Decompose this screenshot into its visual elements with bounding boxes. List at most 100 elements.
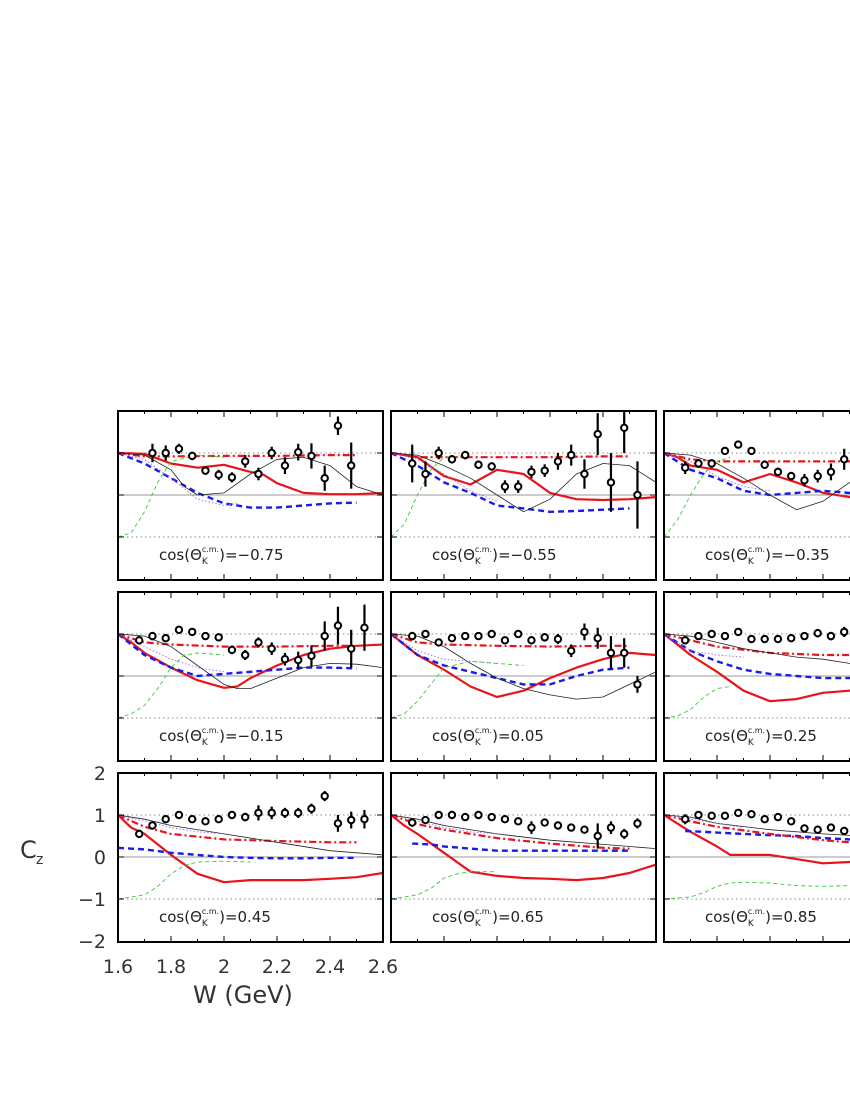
- data-point: [580, 825, 589, 834]
- point-marker: [720, 811, 730, 821]
- point-marker: [681, 636, 690, 645]
- point-marker: [227, 473, 237, 482]
- data-point: [421, 815, 430, 825]
- point-marker: [580, 825, 589, 834]
- data-point: [527, 821, 536, 834]
- data-point: [280, 652, 290, 666]
- point-marker: [840, 627, 849, 637]
- data-point: [567, 444, 576, 466]
- curve-solid-red: [391, 814, 656, 882]
- data-point: [720, 811, 730, 821]
- data-point: [694, 810, 703, 820]
- data-point: [553, 821, 563, 830]
- annotation-part: )=0.85: [765, 908, 817, 926]
- data-point: [694, 631, 703, 641]
- curve-dashed-green: [118, 652, 225, 719]
- data-points: [681, 808, 849, 836]
- data-point: [320, 791, 329, 802]
- data-point: [487, 812, 496, 822]
- model-curves: [391, 813, 656, 900]
- data-point: [434, 446, 443, 460]
- point-marker: [148, 631, 157, 641]
- point-marker: [148, 821, 157, 830]
- curve-dotted-purple: [391, 452, 498, 502]
- data-point: [254, 467, 263, 481]
- data-point: [294, 443, 303, 461]
- point-marker: [620, 648, 629, 658]
- panel-4: cos(ΘKc.m.)=−0.15: [117, 591, 384, 762]
- curve-dotted-purple: [664, 633, 744, 658]
- data-point: [760, 815, 769, 824]
- point-marker: [135, 829, 144, 839]
- curve-dashed-blue: [118, 633, 357, 678]
- point-marker: [514, 629, 523, 639]
- point-marker: [694, 810, 703, 820]
- point-marker: [514, 817, 523, 826]
- panel-annotation: cos(ΘKc.m.)=−0.35: [705, 545, 829, 567]
- point-marker: [294, 808, 303, 818]
- data-point: [487, 462, 496, 471]
- point-marker: [734, 627, 743, 637]
- data-point: [421, 629, 430, 639]
- point-marker: [826, 631, 836, 641]
- data-points: [135, 791, 369, 839]
- annotation-part: cos(Θ: [159, 727, 202, 745]
- point-marker: [500, 815, 510, 824]
- reference-lines: [391, 814, 656, 900]
- x-tick-label: 1.6: [103, 956, 133, 978]
- annotation-part: K: [475, 738, 482, 748]
- data-point: [734, 627, 743, 637]
- data-point: [707, 629, 716, 639]
- curve-dotted-purple: [118, 452, 238, 506]
- data-point: [174, 810, 184, 820]
- data-point: [227, 645, 237, 655]
- point-marker: [320, 474, 329, 483]
- y-axis-label: C: [20, 836, 37, 864]
- curve-dashed-green: [664, 686, 731, 719]
- reference-lines: [391, 633, 656, 719]
- panel-6: cos(ΘKc.m.)=0.25: [663, 591, 850, 762]
- curve-dashed-green: [118, 454, 225, 538]
- reference-lines: [664, 452, 850, 538]
- point-marker: [135, 636, 144, 645]
- data-point: [347, 811, 356, 829]
- curve-solid-red: [664, 633, 850, 703]
- point-marker: [227, 810, 237, 820]
- curve-dotted-purple: [118, 814, 225, 835]
- data-point: [773, 634, 783, 644]
- data-point: [487, 629, 496, 639]
- data-point: [773, 467, 783, 477]
- point-marker: [421, 815, 430, 825]
- data-point: [567, 823, 576, 832]
- point-marker: [333, 819, 343, 828]
- panel-2: cos(ΘKc.m.)=−0.55: [390, 410, 657, 581]
- point-marker: [747, 634, 756, 644]
- data-point: [720, 446, 730, 456]
- point-marker: [633, 680, 642, 689]
- data-point: [474, 631, 483, 641]
- data-point: [500, 480, 510, 493]
- curve-dashed-blue: [664, 451, 850, 497]
- point-marker: [241, 650, 250, 660]
- axis-ticks: [117, 411, 384, 580]
- point-marker: [487, 812, 496, 822]
- annotation-part: )=0.65: [492, 908, 544, 926]
- point-marker: [360, 815, 369, 824]
- data-point: [826, 823, 836, 832]
- point-marker: [707, 459, 716, 468]
- annotation-part: c.m.: [748, 907, 765, 916]
- point-marker: [307, 451, 316, 461]
- point-marker: [593, 634, 602, 643]
- annotation-part: cos(Θ: [705, 546, 748, 564]
- curve-thin-black: [118, 452, 383, 496]
- point-marker: [567, 450, 576, 460]
- curve-thin-black: [118, 633, 383, 689]
- y-axis-label-subscript: z: [36, 852, 43, 868]
- data-point: [540, 633, 549, 642]
- data-point: [813, 628, 822, 638]
- data-point: [707, 811, 716, 821]
- y-tick-label: 0: [94, 847, 106, 869]
- point-marker: [474, 460, 483, 469]
- data-point: [280, 807, 290, 818]
- point-marker: [174, 625, 184, 634]
